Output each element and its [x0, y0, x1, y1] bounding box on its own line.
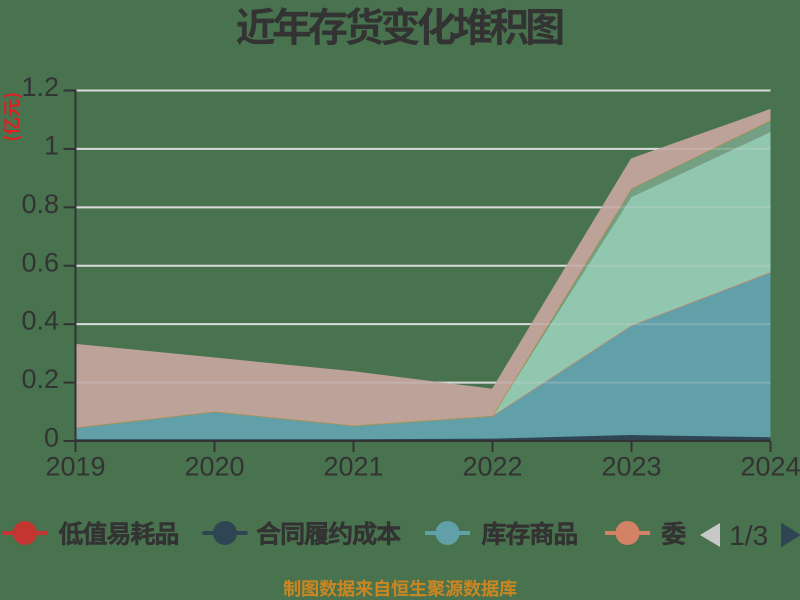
svg-text:2021: 2021	[323, 452, 383, 482]
svg-text:2023: 2023	[601, 452, 661, 482]
svg-text:2020: 2020	[184, 452, 244, 482]
svg-text:0.4: 0.4	[21, 306, 59, 336]
svg-text:0: 0	[44, 423, 59, 453]
svg-text:1: 1	[44, 130, 59, 160]
svg-text:0.6: 0.6	[21, 247, 59, 277]
svg-text:2022: 2022	[462, 452, 522, 482]
svg-text:0.8: 0.8	[21, 189, 59, 219]
svg-text:2024: 2024	[740, 452, 800, 482]
svg-text:1.2: 1.2	[21, 72, 59, 102]
svg-text:0.2: 0.2	[21, 364, 59, 394]
svg-text:2019: 2019	[45, 452, 105, 482]
svg-text:1/3: 1/3	[729, 520, 768, 551]
